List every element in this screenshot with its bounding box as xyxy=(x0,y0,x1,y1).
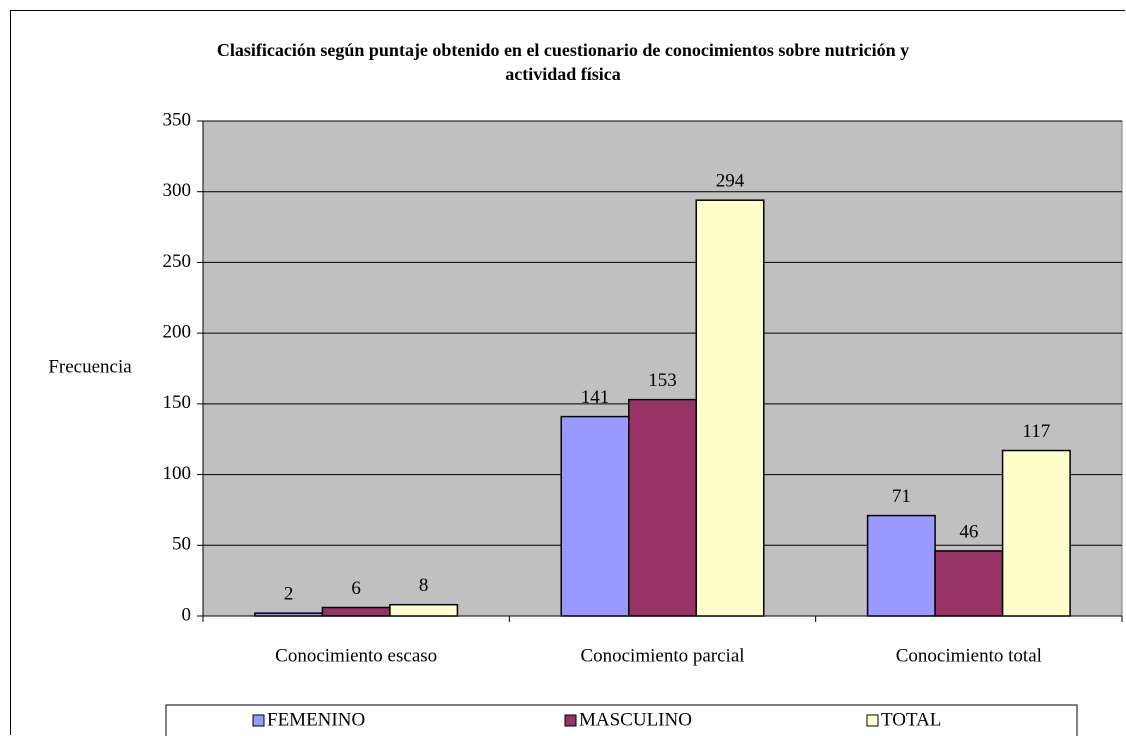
y-tick-label: 200 xyxy=(163,322,192,343)
bar xyxy=(866,514,936,617)
bar xyxy=(1001,449,1071,617)
bar xyxy=(934,550,1004,617)
y-tick-label: 50 xyxy=(172,534,191,555)
y-tick-label: 300 xyxy=(163,180,192,201)
data-label: 6 xyxy=(351,578,361,599)
legend-label: MASCULINO xyxy=(579,709,692,730)
legend-swatch xyxy=(866,714,879,727)
legend-box xyxy=(165,704,1078,736)
bar xyxy=(628,398,697,617)
legend-swatch xyxy=(564,714,577,727)
chart-title-box: Clasificación según puntaje obtenido en … xyxy=(0,38,1126,86)
data-label: 8 xyxy=(419,575,429,596)
chart-frame xyxy=(10,10,1125,735)
bar xyxy=(560,415,630,617)
y-tick-label: 350 xyxy=(163,109,192,130)
legend-label: FEMENINO xyxy=(267,709,365,730)
bar xyxy=(321,606,391,617)
data-label: 46 xyxy=(959,521,978,542)
y-tick-label: 0 xyxy=(182,604,192,625)
x-tick-label: Conocimiento escaso xyxy=(275,645,437,666)
y-tick-label: 250 xyxy=(163,251,192,272)
y-axis-label: Frecuencia xyxy=(48,356,132,377)
legend-label: TOTAL xyxy=(881,709,941,730)
legend-swatch xyxy=(252,714,265,727)
y-tick-label: 100 xyxy=(163,463,192,484)
x-tick-label: Conocimiento total xyxy=(896,645,1042,666)
chart-title: Clasificación según puntaje obtenido en … xyxy=(216,40,910,84)
x-tick-label: Conocimiento parcial xyxy=(580,645,744,666)
data-label: 2 xyxy=(284,584,294,605)
data-label: 141 xyxy=(581,387,610,408)
data-label: 153 xyxy=(648,370,677,391)
y-tick-label: 150 xyxy=(163,392,192,413)
bar xyxy=(695,199,765,617)
bar xyxy=(254,612,324,617)
data-label: 117 xyxy=(1022,421,1050,442)
data-label: 294 xyxy=(716,171,745,192)
bar xyxy=(389,603,459,617)
data-label: 71 xyxy=(892,486,911,507)
